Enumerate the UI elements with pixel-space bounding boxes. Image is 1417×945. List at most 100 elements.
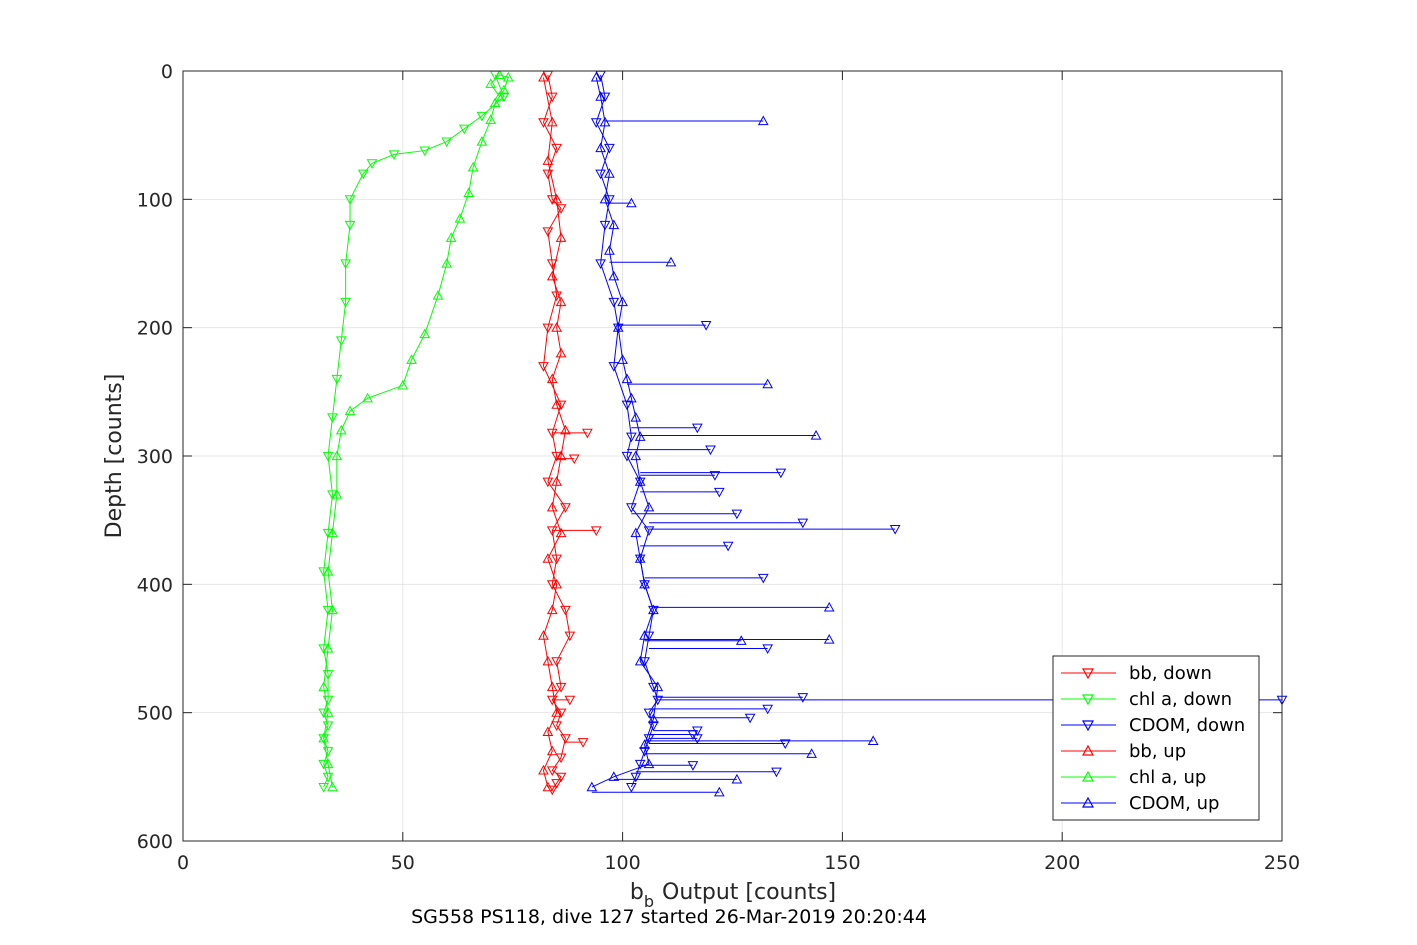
data-point — [551, 451, 563, 462]
outlier-point — [797, 518, 809, 529]
data-point — [476, 136, 488, 146]
data-point — [639, 739, 650, 749]
outlier-point — [779, 739, 791, 749]
outlier-point — [722, 541, 734, 552]
data-point — [322, 758, 334, 769]
data-point — [652, 681, 664, 692]
data-point — [397, 379, 409, 390]
outlier-point — [705, 445, 716, 456]
data-point — [643, 526, 655, 536]
data-point — [388, 150, 400, 160]
data-point — [546, 116, 558, 127]
data-point — [551, 707, 563, 717]
outlier-point — [700, 321, 712, 331]
data-point — [551, 657, 563, 667]
data-point — [551, 193, 563, 204]
outlier-point — [889, 525, 901, 535]
data-point — [419, 328, 431, 339]
data-point — [555, 204, 567, 214]
legend: bb, down chl a, down CDOM, down bb, up chl a… — [1052, 655, 1260, 821]
outlier-point — [762, 704, 774, 715]
data-point — [648, 604, 659, 615]
outlier-point — [757, 573, 769, 584]
y-tick-label: 200 — [137, 318, 173, 340]
data-point — [630, 411, 642, 422]
data-point — [555, 450, 567, 461]
data-point — [441, 137, 453, 148]
data-point — [340, 259, 352, 270]
chart-subtitle: SG558 PS118, dive 127 started 26-Mar-201… — [411, 906, 927, 928]
x-tick-label: 100 — [604, 852, 640, 874]
data-point — [546, 501, 558, 512]
data-point — [485, 114, 497, 124]
outlier-point — [823, 601, 835, 612]
data-point — [546, 745, 558, 756]
data-point — [560, 734, 571, 744]
data-point — [542, 169, 554, 180]
data-point — [546, 785, 558, 796]
data-point — [648, 682, 659, 693]
data-point — [560, 424, 571, 435]
data-point — [331, 450, 343, 461]
data-point — [639, 657, 650, 667]
data-point — [432, 290, 444, 300]
y-tick-label: 600 — [137, 831, 173, 853]
data-point — [331, 488, 343, 499]
data-point — [595, 142, 606, 153]
data-point — [327, 413, 338, 424]
data-point — [419, 146, 431, 157]
outlier-point — [691, 726, 703, 737]
data-point — [498, 84, 510, 95]
legend-marker — [1081, 744, 1095, 756]
legend-marker — [1081, 720, 1095, 732]
outlier-point — [757, 115, 769, 126]
data-point — [441, 257, 453, 268]
data-point — [560, 503, 571, 513]
data-point — [458, 124, 470, 135]
outlier-point — [744, 713, 756, 724]
data-point — [551, 721, 563, 732]
data-point — [560, 605, 571, 616]
data-point — [595, 91, 606, 101]
data-point — [626, 392, 637, 403]
data-point — [551, 143, 563, 154]
data-point — [322, 707, 334, 717]
data-point — [542, 155, 554, 165]
data-point — [590, 118, 602, 128]
series-cdom-down — [590, 71, 1288, 793]
data-point — [639, 747, 650, 757]
outlier-point — [735, 635, 747, 645]
data-point — [634, 431, 646, 441]
data-point — [608, 297, 620, 308]
data-point — [551, 554, 563, 565]
data-point — [546, 681, 558, 692]
series-line — [323, 74, 509, 788]
data-point — [555, 527, 567, 538]
data-point — [626, 503, 637, 513]
data-point — [494, 71, 505, 79]
data-point — [327, 527, 338, 538]
data-point — [366, 159, 378, 169]
data-point — [322, 565, 334, 576]
data-point — [555, 682, 567, 693]
data-point — [322, 528, 334, 539]
data-point — [634, 759, 646, 770]
data-point — [344, 195, 356, 205]
data-point — [608, 270, 620, 281]
series-bb-up — [538, 71, 571, 792]
x-tick-label: 250 — [1264, 852, 1300, 874]
legend-label: bb, down — [1129, 663, 1212, 684]
data-point — [551, 322, 563, 332]
legend-label: bb, up — [1129, 741, 1186, 762]
x-axis-label-sub: b — [644, 892, 654, 911]
data-point — [335, 424, 347, 435]
data-point — [551, 476, 563, 486]
data-point — [542, 227, 554, 237]
data-point — [331, 374, 343, 385]
ticks: 0 50 100 150 200 250 0 100 200 300 400 500 600 — [137, 61, 1300, 874]
data-point — [630, 450, 642, 461]
data-point — [586, 781, 598, 792]
y-axis-label: Depth [counts] — [102, 374, 127, 539]
data-point — [538, 118, 549, 128]
data-point — [467, 161, 479, 172]
